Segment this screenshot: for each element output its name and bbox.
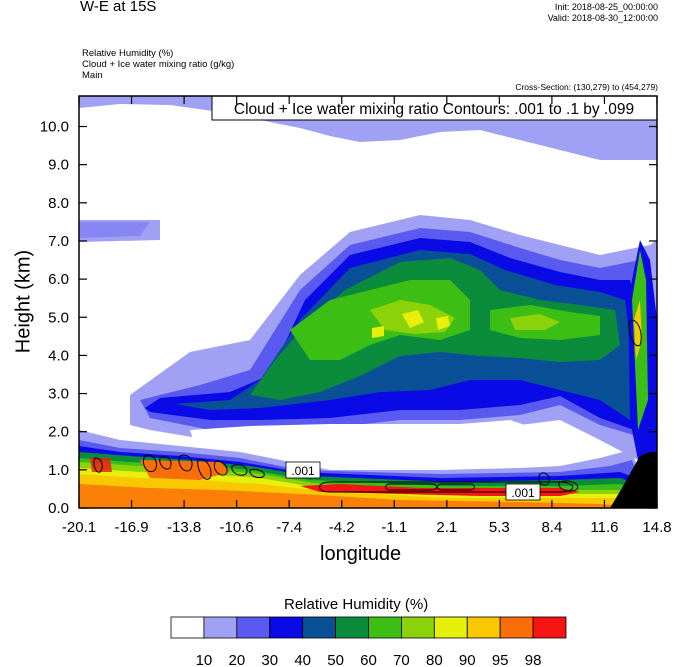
x-tick-label-9: 8.4 [541, 519, 562, 536]
colorbar-level-8: 90 [459, 652, 476, 667]
y-tick-label-6: 6.0 [48, 271, 69, 288]
colorbar-level-3: 40 [294, 652, 311, 667]
contour-labels: .001 .001 [285, 461, 541, 501]
y-tick-label-2: 2.0 [48, 424, 69, 441]
y-tick-label-5: 5.0 [48, 309, 69, 326]
colorbar-level-9: 95 [492, 652, 509, 667]
colorbar-level-1: 20 [228, 652, 245, 667]
x-tick-label-1: -16.9 [114, 519, 148, 536]
colorbar-level-10: 98 [525, 652, 542, 667]
colorbar-level-0: 10 [196, 652, 213, 667]
colorbar-swatch-9 [466, 616, 501, 639]
y-tick-label-9: 9.0 [48, 157, 69, 174]
contour-label-box-2 [505, 483, 541, 501]
y-tick-label-10: 10.0 [40, 119, 69, 136]
x-tick-label-4: -7.4 [276, 519, 302, 536]
colorbar-swatch-3 [269, 616, 304, 639]
cross-section-label: Cross-Section: (130,279) to (454,279) [515, 82, 658, 92]
y-tick-label-1: 1.0 [48, 462, 69, 479]
colorbar-swatch-7 [401, 616, 435, 639]
x-tick-label-10: 11.6 [590, 519, 618, 536]
field-rh: Relative Humidity (%) [82, 48, 174, 59]
rh-field [79, 96, 657, 508]
colorbar-level-7: 80 [426, 652, 443, 667]
contour-info-text: Cloud + Ice water mixing ratio Contours:… [234, 101, 634, 118]
y-axis-label: Height (km) [12, 249, 35, 354]
x-tick-label-3: -10.6 [220, 519, 254, 536]
contour-value-label-2: .001 [511, 486, 535, 500]
valid-time: Valid: 2018-08-30_12:00:00 [547, 13, 658, 23]
y-tick-label-7: 7.0 [48, 233, 69, 250]
y-tick-label-0: 0.0 [48, 500, 69, 517]
plot-title: W-E at 15S [80, 0, 157, 15]
colorbar-level-5: 60 [360, 652, 377, 667]
y-tick-label-4: 4.0 [48, 347, 69, 364]
colorbar-title: Relative Humidity (%) [284, 596, 429, 613]
x-tick-label-2: -13.8 [167, 519, 201, 536]
field-descriptions: Relative Humidity (%) Cloud + Ice water … [82, 48, 234, 81]
x-axis: -20.1 -16.9 -13.8 -10.6 -7.4 -4.2 -1.1 2.1 5.3 8.… [62, 96, 672, 536]
colorbar-swatch-5 [335, 616, 369, 639]
y-tick-label-3: 3.0 [48, 386, 69, 403]
y-axis: 0.0 1.0 2.0 3.0 4.0 5.0 6.0 7.0 8.0 9.0 10.0 [40, 119, 657, 517]
colorbar-swatch-11 [532, 616, 567, 639]
x-axis-label: longitude [320, 543, 402, 565]
init-time: Init: 2018-08-25_00:00:00 [554, 2, 658, 12]
y-tick-label-8: 8.0 [48, 195, 69, 212]
field-cloud-ice: Cloud + Ice water mixing ratio (g/kg) [82, 59, 235, 70]
colorbar: 10 20 30 40 50 60 70 80 90 95 98 [170, 616, 567, 667]
colorbar-swatch-10 [499, 616, 534, 639]
contour-info-box [211, 95, 658, 121]
colorbar-swatch-8 [433, 616, 468, 639]
cloud-contours [93, 319, 642, 493]
colorbar-swatch-2 [236, 616, 271, 639]
colorbar-level-6: 70 [393, 652, 410, 667]
contour-label-box-1 [285, 461, 321, 479]
colorbar-swatch-4 [302, 616, 336, 639]
colorbar-swatch-6 [368, 616, 402, 639]
colorbar-swatch-0 [170, 616, 205, 639]
colorbar-level-4: 50 [327, 652, 344, 667]
x-tick-label-11: 14.8 [642, 519, 671, 536]
x-tick-label-0: -20.1 [62, 519, 96, 536]
x-tick-label-7: 2.1 [436, 519, 457, 536]
terrain [610, 452, 657, 508]
colorbar-level-2: 30 [261, 652, 278, 667]
x-tick-label-5: -4.2 [329, 519, 355, 536]
colorbar-swatch-1 [203, 616, 238, 639]
x-tick-label-6: -1.1 [381, 519, 407, 536]
plot-frame [78, 95, 658, 509]
field-main: Main [82, 70, 103, 81]
x-tick-label-8: 5.3 [489, 519, 510, 536]
contour-value-label-1: .001 [291, 464, 315, 478]
